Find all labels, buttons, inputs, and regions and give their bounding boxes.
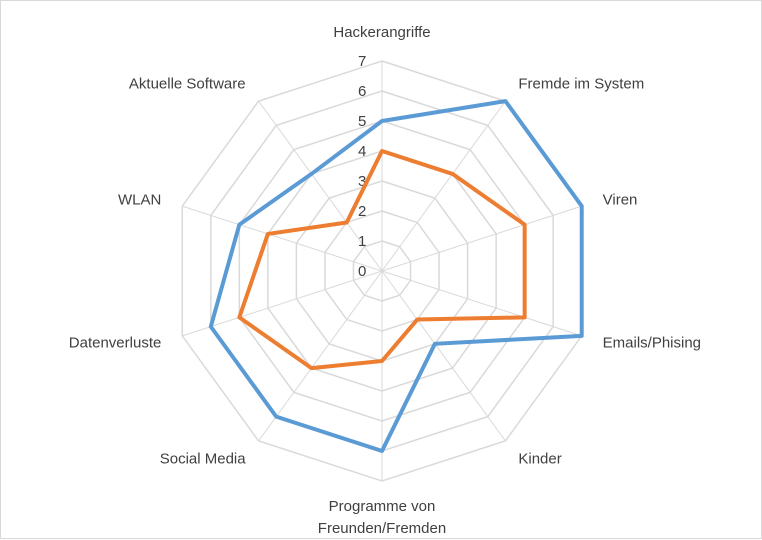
spoke-line	[381, 270, 582, 337]
spoke-line	[381, 100, 506, 272]
tick-label: 7	[358, 53, 366, 70]
category-label: Fremde im System	[518, 75, 644, 92]
spoke-line	[381, 270, 506, 442]
category-label: Viren	[603, 191, 638, 208]
category-label: WLAN	[118, 191, 161, 208]
category-label: Aktuelle Software	[129, 75, 246, 92]
category-label: Programme von Freunden/Fremden	[318, 498, 446, 537]
series-line-2	[237, 149, 527, 371]
tick-label: 6	[358, 83, 366, 100]
category-label: Hackerangriffe	[333, 24, 430, 41]
tick-label: 2	[358, 203, 366, 220]
spoke-line	[258, 100, 383, 272]
spoke-line	[258, 270, 383, 442]
spoke-line	[182, 205, 383, 272]
category-label: Datenverluste	[69, 335, 162, 352]
series-line-1	[208, 99, 584, 453]
category-label: Emails/Phising	[603, 335, 701, 352]
tick-label: 1	[358, 233, 366, 250]
tick-label: 3	[358, 173, 366, 190]
spoke-line	[182, 270, 383, 337]
tick-label: 0	[358, 263, 366, 280]
category-label: Kinder	[518, 451, 561, 468]
tick-label: 5	[358, 113, 366, 130]
category-label: Social Media	[160, 451, 247, 468]
spoke-line	[381, 205, 582, 272]
tick-label: 4	[358, 143, 366, 160]
